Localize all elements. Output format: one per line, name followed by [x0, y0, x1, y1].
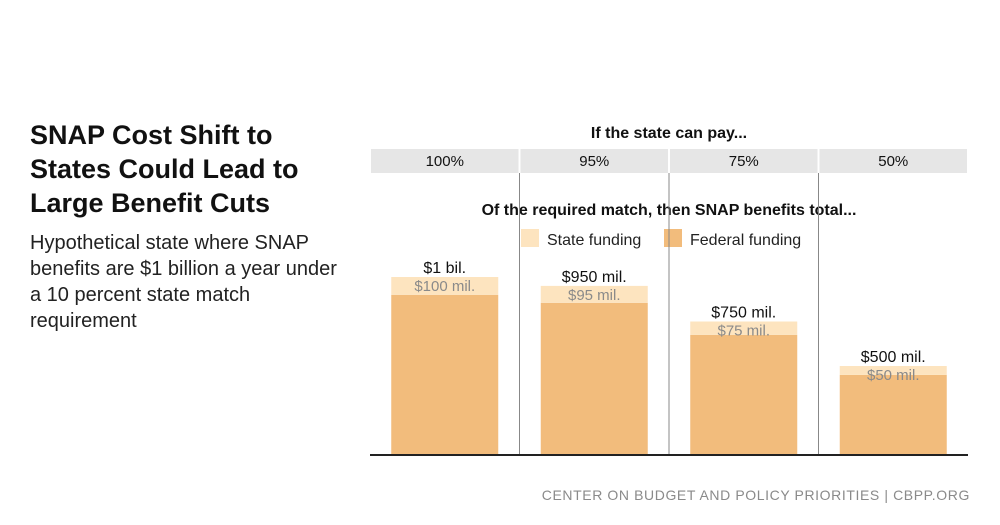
category-label-2: 75% — [729, 153, 759, 170]
header-title: If the state can pay... — [591, 125, 747, 142]
category-label-0: 100% — [426, 153, 464, 170]
total-value-label-3: $500 mil. — [861, 349, 926, 366]
bar-state-2 — [690, 321, 798, 335]
bar-federal-0 — [391, 294, 499, 455]
header-band-3 — [819, 149, 967, 173]
state-value-label-3: $50 mil. — [867, 367, 920, 384]
total-value-label-0: $1 bil. — [423, 260, 466, 277]
chart-title: SNAP Cost Shift to States Could Lead to … — [30, 120, 299, 218]
chart-subtitle: Hypothetical state where SNAP benefits a… — [30, 232, 337, 332]
category-label-1: 95% — [579, 153, 609, 170]
bar-state-1 — [540, 285, 648, 303]
bar-federal-3 — [839, 374, 947, 455]
header-band-2 — [670, 149, 818, 173]
state-value-label-1: $95 mil. — [568, 287, 621, 304]
legend-swatch-1 — [664, 229, 682, 247]
bar-federal-2 — [690, 334, 798, 455]
total-value-label-2: $750 mil. — [711, 305, 776, 322]
source-footer: CENTER ON BUDGET AND POLICY PRIORITIES |… — [541, 487, 970, 503]
category-label-3: 50% — [878, 153, 908, 170]
legend-label-0: State funding — [547, 232, 641, 249]
bar-federal-1 — [540, 302, 648, 455]
state-value-label-0: $100 mil. — [414, 278, 475, 295]
state-value-label-2: $75 mil. — [717, 323, 770, 340]
legend-swatch-0 — [521, 229, 539, 247]
header-band-0 — [371, 149, 519, 173]
total-value-label-1: $950 mil. — [562, 269, 627, 286]
bar-state-0 — [391, 277, 499, 295]
header-band-1 — [520, 149, 668, 173]
legend-label-1: Federal funding — [690, 232, 801, 249]
bar-state-3 — [839, 366, 947, 375]
